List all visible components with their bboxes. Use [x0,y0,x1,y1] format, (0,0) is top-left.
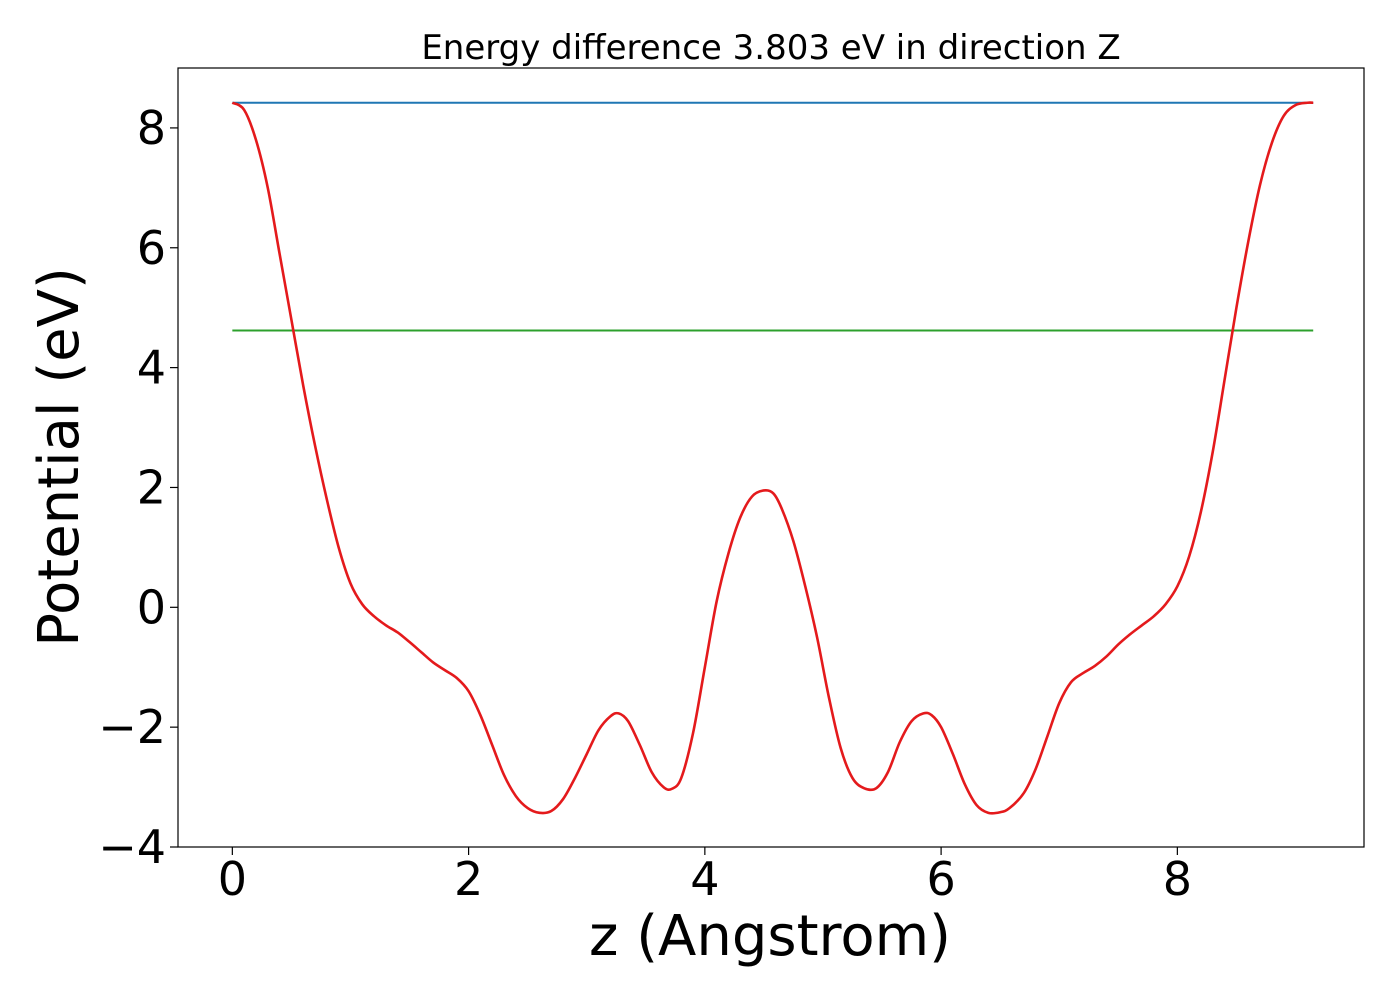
y-tick-label: −4 [98,820,166,874]
y-tick-label: 4 [137,341,166,395]
x-tick-label: 2 [454,852,483,906]
ticks-layer: 0 2 4 6 8 −4 −2 0 2 4 6 8 [98,101,1192,906]
y-tick-label: −2 [98,700,166,754]
y-tick-label: 0 [137,580,166,634]
x-tick-label: 8 [1163,852,1192,906]
x-tick-label: 4 [690,852,719,906]
y-tick-label: 2 [137,460,166,514]
series-layer [231,101,1314,815]
series-line-2 [231,101,1314,815]
plot-frame [177,67,1365,848]
y-tick-label: 8 [137,101,166,155]
y-tick-label: 6 [137,221,166,275]
y-axis-label: Potential (eV) [27,267,92,647]
x-tick-label: 0 [218,852,247,906]
x-tick-label: 6 [926,852,955,906]
x-axis-label: z (Angstrom) [589,904,951,969]
chart-title: Energy difference 3.803 eV in direction … [421,28,1120,68]
